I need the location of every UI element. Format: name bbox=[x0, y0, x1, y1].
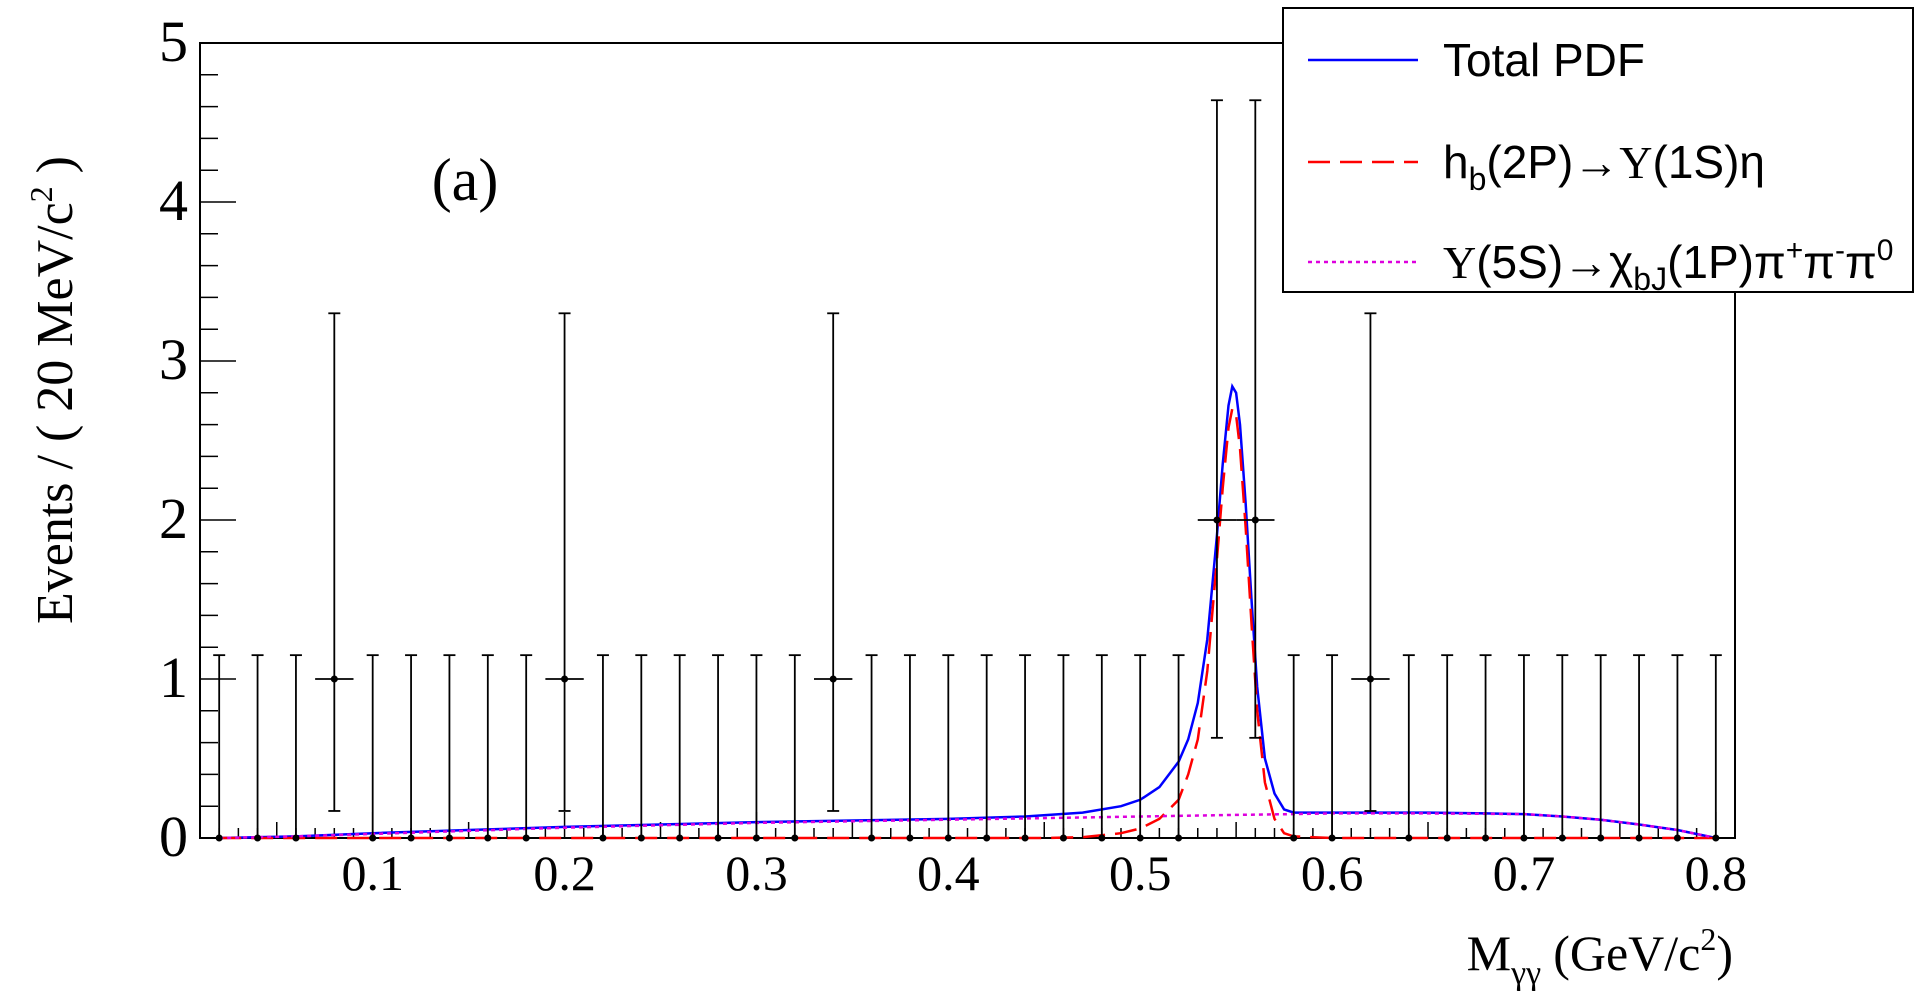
data-point bbox=[1059, 834, 1067, 842]
legend-label-part: π bbox=[1803, 236, 1835, 288]
data-point bbox=[1098, 834, 1106, 842]
x-axis-title-unit: (GeV/c bbox=[1553, 925, 1700, 981]
y-tick-label: 5 bbox=[159, 9, 188, 74]
legend-label-part: π bbox=[1845, 236, 1877, 288]
x-tick-label: 0.3 bbox=[725, 845, 788, 901]
data-point bbox=[1213, 516, 1221, 524]
legend-label-part: 0 bbox=[1877, 234, 1894, 267]
data-point bbox=[1328, 834, 1336, 842]
data-point bbox=[1443, 834, 1451, 842]
x-tick-label: 0.6 bbox=[1301, 845, 1364, 901]
data-point bbox=[791, 834, 799, 842]
data-point bbox=[445, 834, 453, 842]
data-point bbox=[1251, 516, 1259, 524]
data-point bbox=[1482, 834, 1490, 842]
y-axis: 0 1 2 3 4 5 bbox=[159, 9, 236, 869]
legend-label-3: Υ(5S)→χbJ(1P)π+π-π0 bbox=[1443, 234, 1893, 297]
data-point bbox=[599, 834, 607, 842]
data-point bbox=[369, 834, 377, 842]
y-axis-title: Events / ( 20 MeV/c2 ) bbox=[23, 156, 84, 624]
legend-label-part: bJ bbox=[1633, 261, 1667, 297]
y-axis-title-main: Events / ( 20 MeV/c bbox=[27, 202, 84, 624]
data-point bbox=[484, 834, 492, 842]
y-axis-title-close: ) bbox=[27, 156, 84, 186]
data-point bbox=[1405, 834, 1413, 842]
legend-label-1: Total PDF bbox=[1443, 34, 1645, 86]
data-point bbox=[561, 675, 569, 683]
data-point bbox=[1712, 834, 1720, 842]
data-point bbox=[1021, 834, 1029, 842]
y-tick-label: 0 bbox=[159, 804, 188, 869]
x-axis-title: Mγγ (GeV/c2) bbox=[1467, 921, 1733, 991]
legend-label-2: hb(2P)→Υ(1S)η bbox=[1443, 136, 1765, 197]
data-point bbox=[906, 834, 914, 842]
y-tick-label: 4 bbox=[159, 168, 188, 233]
x-axis-title-main: M bbox=[1467, 925, 1511, 981]
data-point bbox=[292, 834, 300, 842]
data-point bbox=[522, 834, 530, 842]
y-axis-title-sup: 2 bbox=[23, 186, 59, 202]
x-axis-title-unit-close: ) bbox=[1716, 925, 1733, 981]
data-point bbox=[676, 834, 684, 842]
data-point bbox=[407, 834, 415, 842]
legend-label-part: Υ bbox=[1619, 137, 1652, 188]
x-tick-label: 0.1 bbox=[341, 845, 404, 901]
x-tick-label: 0.2 bbox=[533, 845, 596, 901]
legend-label-part: h bbox=[1443, 136, 1469, 188]
data-point bbox=[637, 834, 645, 842]
legend-label-part: (5S)→χ bbox=[1476, 236, 1633, 288]
data-point bbox=[829, 675, 837, 683]
y-tick-label: 3 bbox=[159, 327, 188, 392]
fit-curves bbox=[219, 382, 1717, 840]
x-axis-title-unit-sup: 2 bbox=[1700, 921, 1716, 957]
data-point bbox=[254, 834, 262, 842]
data-point bbox=[983, 834, 991, 842]
panel-label: (a) bbox=[432, 147, 499, 213]
x-axis: 0.1 0.2 0.3 0.4 0.5 0.6 0.7 0.8 bbox=[199, 812, 1748, 901]
legend-label-part: Υ bbox=[1443, 237, 1476, 288]
data-point bbox=[752, 834, 760, 842]
legend: Total PDFhb(2P)→Υ(1S)ηΥ(5S)→χbJ(1P)π+π-π… bbox=[1282, 7, 1914, 297]
data-point bbox=[1635, 834, 1643, 842]
data-point bbox=[1673, 834, 1681, 842]
legend-label-part: - bbox=[1835, 234, 1845, 267]
data-point bbox=[1136, 834, 1144, 842]
legend-box bbox=[1282, 7, 1914, 293]
data-point bbox=[1366, 675, 1374, 683]
y-tick-label: 1 bbox=[159, 645, 188, 710]
x-axis-title-sub: γγ bbox=[1510, 955, 1541, 991]
data-point bbox=[944, 834, 952, 842]
data-point bbox=[215, 834, 223, 842]
data-point bbox=[1175, 834, 1183, 842]
data-point bbox=[714, 834, 722, 842]
data-point bbox=[1290, 834, 1298, 842]
legend-label-part: (1S)η bbox=[1653, 136, 1765, 188]
data-point bbox=[1558, 834, 1566, 842]
x-tick-label: 0.7 bbox=[1493, 845, 1556, 901]
legend-label-part: (1P)π bbox=[1667, 236, 1786, 288]
legend-label-part: (2P)→ bbox=[1486, 136, 1619, 188]
legend-label-part: + bbox=[1786, 234, 1804, 267]
data-point bbox=[868, 834, 876, 842]
x-tick-label: 0.8 bbox=[1685, 845, 1748, 901]
data-point bbox=[330, 675, 338, 683]
data-points bbox=[213, 99, 1722, 842]
series-line-2 bbox=[219, 405, 1716, 840]
y-tick-label: 2 bbox=[159, 486, 188, 551]
data-point bbox=[1597, 834, 1605, 842]
legend-label-part: b bbox=[1469, 161, 1487, 197]
x-tick-label: 0.5 bbox=[1109, 845, 1172, 901]
series-line-1 bbox=[219, 382, 1717, 840]
data-point bbox=[1520, 834, 1528, 842]
x-tick-label: 0.4 bbox=[917, 845, 980, 901]
